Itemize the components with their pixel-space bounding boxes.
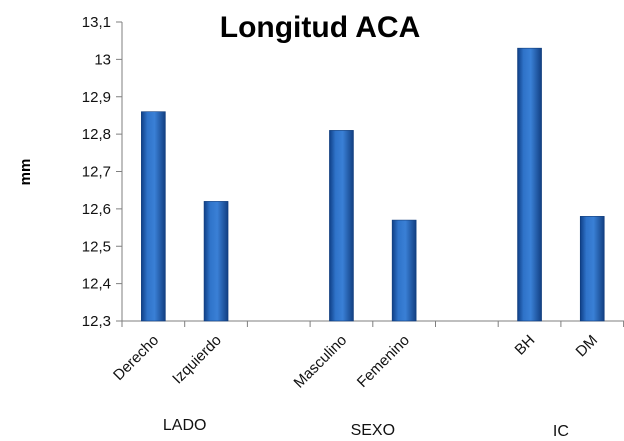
bar-dm [579, 216, 605, 322]
x-tick-label: Femenino [354, 332, 413, 391]
y-tick-label: 12,5 [82, 238, 111, 255]
bar-masculino [329, 130, 354, 322]
bar-bh [517, 47, 542, 322]
y-axis: 12,3 12,4 12,5 12,6 12,7 12,8 12,9 13 13,1 [82, 14, 624, 330]
x-axis-labels: Derecho Izquierdo Masculino Femenino BH DM [110, 332, 601, 392]
x-tick-label: DM [573, 332, 602, 361]
bar-femenino [391, 219, 417, 322]
group-labels: LADO SEXO IC [163, 417, 569, 440]
y-tick-label: 12,9 [82, 89, 111, 106]
y-tick-label: 13,1 [82, 14, 111, 31]
y-tick-label: 12,7 [82, 164, 111, 181]
y-axis-label: mm [17, 159, 34, 186]
x-tick-label: BH [512, 332, 539, 359]
bar-izquierdo [203, 201, 229, 322]
y-tick-label: 13 [94, 51, 111, 68]
group-label-ic: IC [553, 423, 569, 440]
y-tick-label: 12,3 [82, 313, 111, 330]
group-label-sexo: SEXO [351, 422, 395, 439]
y-tick-label: 12,8 [82, 126, 111, 143]
y-tick-label: 12,6 [82, 201, 111, 218]
y-tick-label: 12,4 [82, 276, 111, 293]
x-tick-label: Derecho [110, 332, 162, 384]
bars [141, 47, 605, 322]
x-tick-label: Masculino [291, 332, 351, 392]
bar-derecho [141, 111, 166, 322]
group-label-lado: LADO [163, 417, 207, 434]
chart-title: Longitud ACA [220, 11, 421, 44]
x-tick-label: Izquierdo [169, 332, 225, 388]
